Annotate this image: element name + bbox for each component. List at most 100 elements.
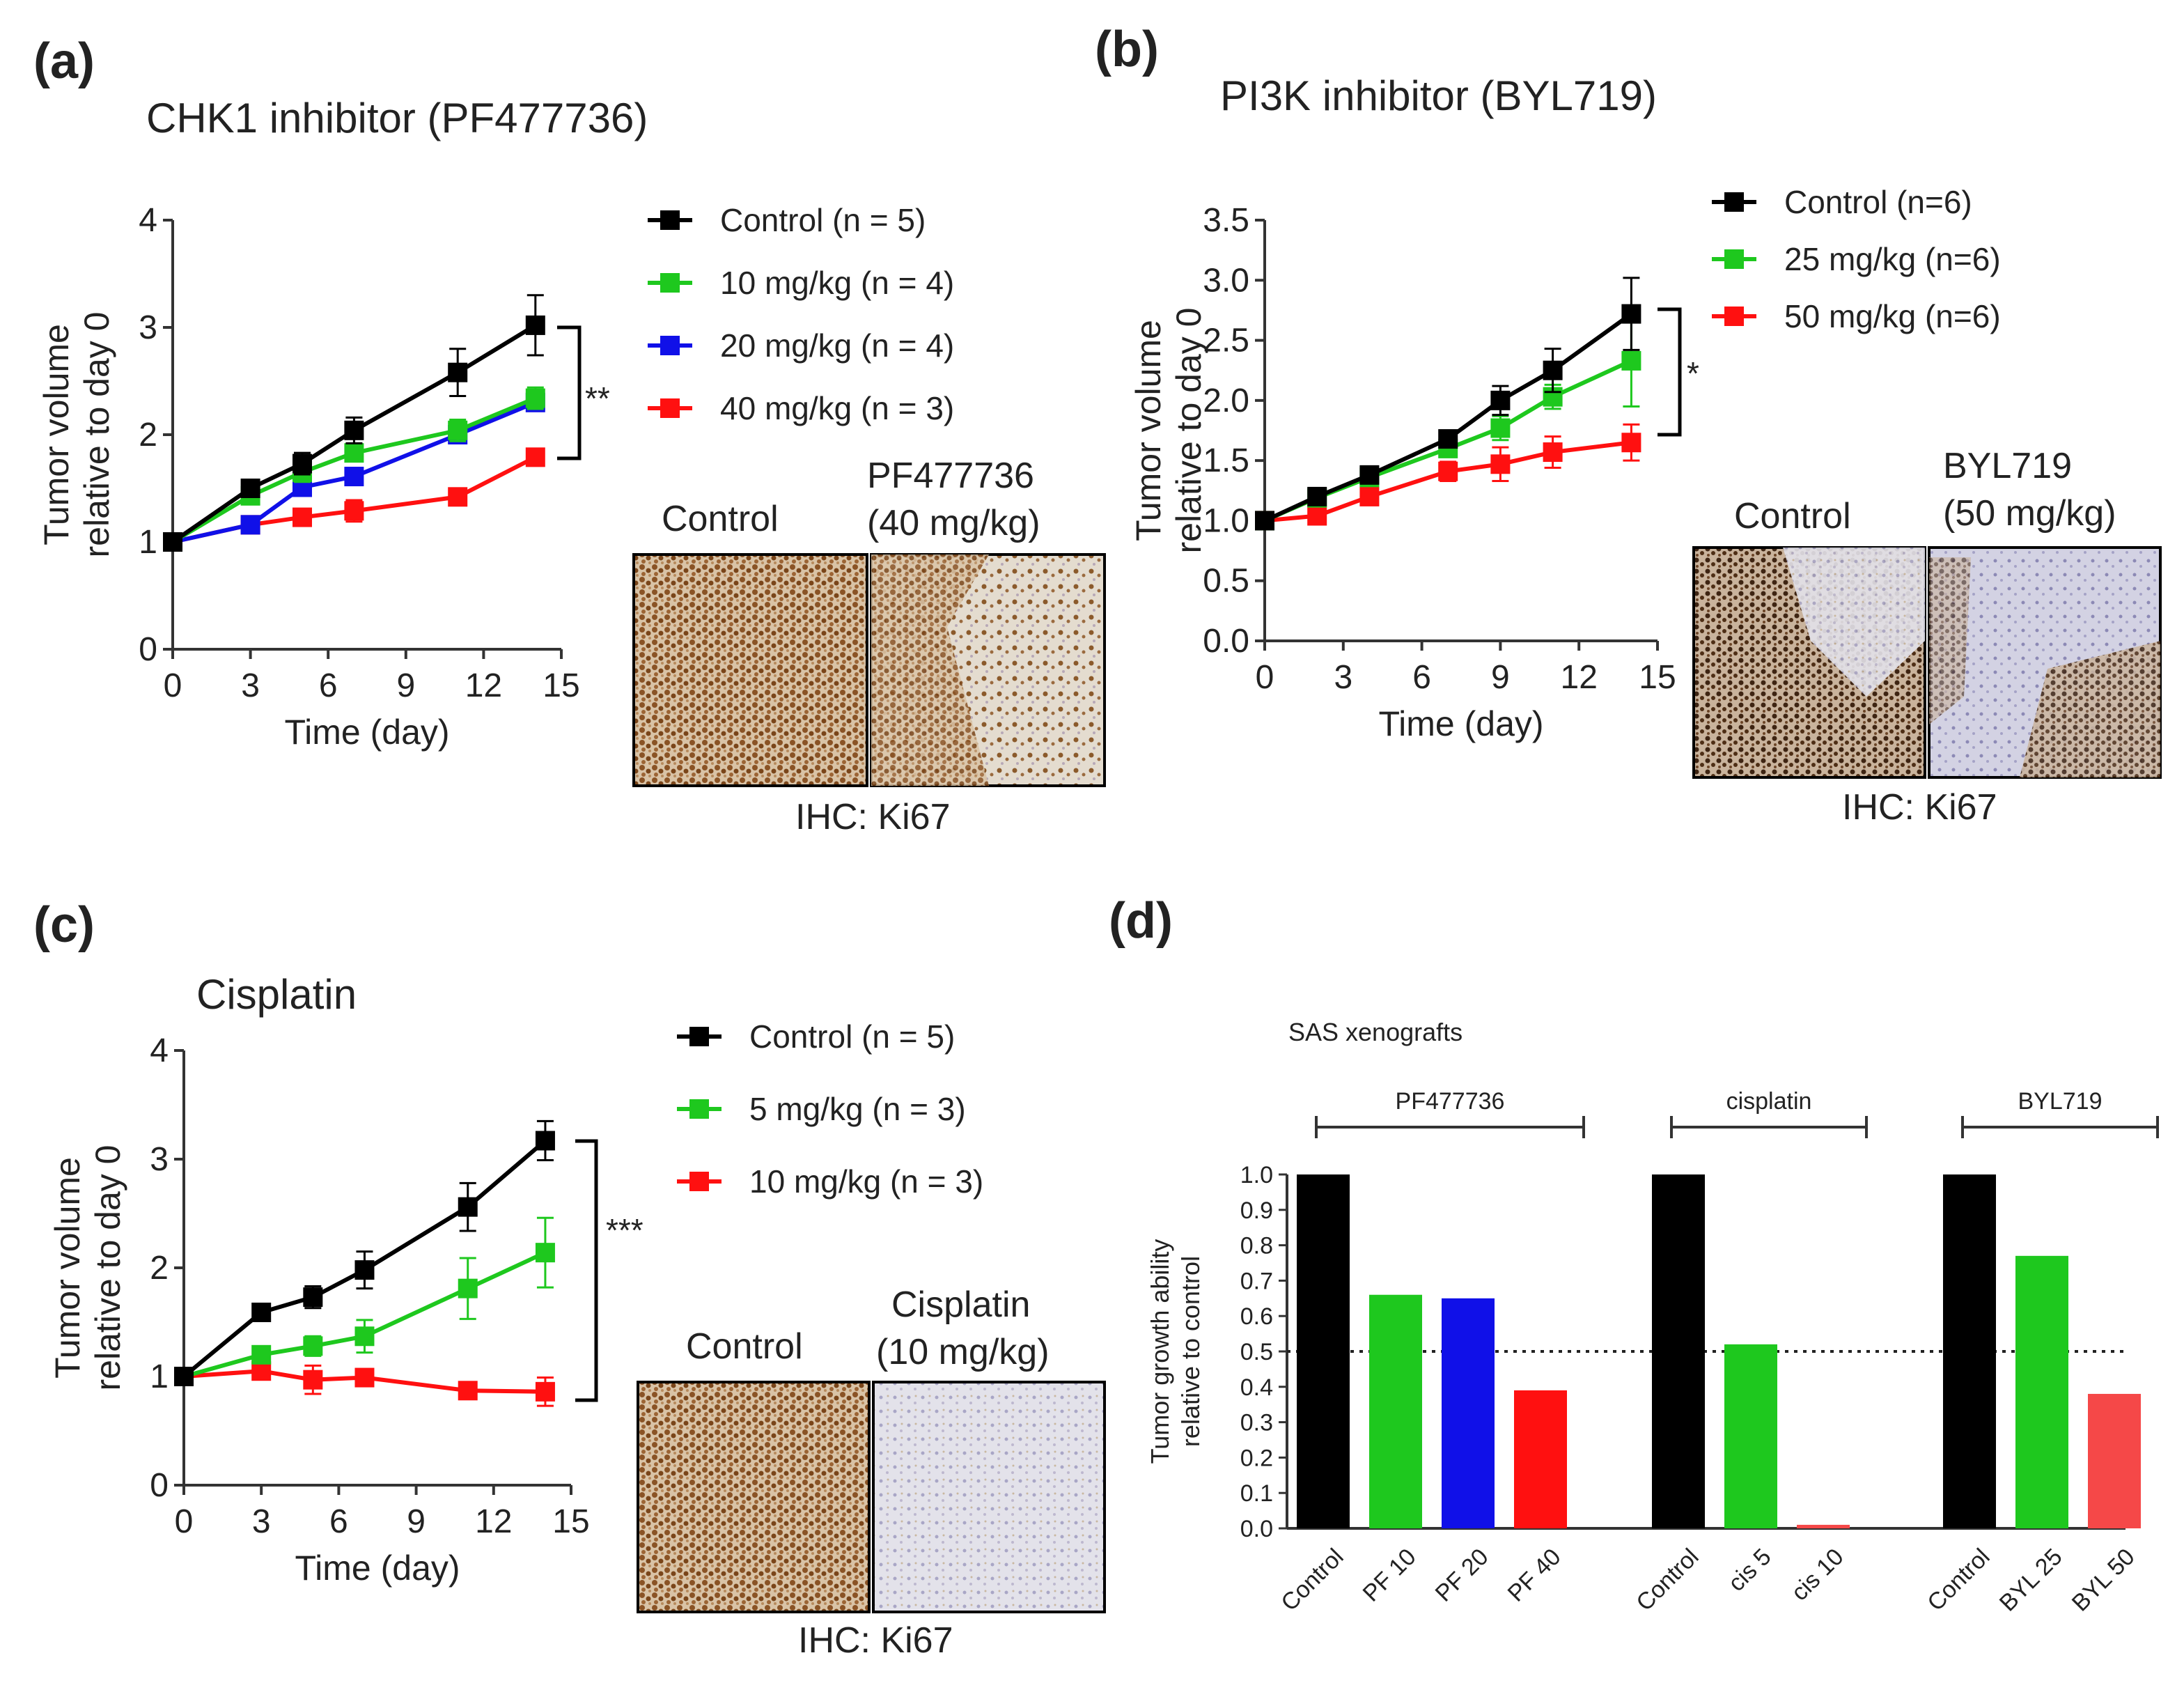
- category-label-d: PF 20: [1430, 1544, 1494, 1607]
- series-line-a-blue: [172, 401, 536, 544]
- legend-label-a: Control (n = 5): [720, 202, 926, 238]
- data-point-a-green: [344, 443, 364, 463]
- ihc-caption-c: IHC: Ki67: [798, 1620, 953, 1661]
- line-chart-b: 0.0 0.5 1.0 1.5 2.0 2.5 3.0 3.5 0 3 6 9 12 15 Time (da…: [1129, 202, 1676, 743]
- legend-marker-a: [660, 398, 680, 418]
- panel-label-a: (a): [33, 33, 95, 89]
- legend-marker-c: [689, 1172, 709, 1191]
- y-tick-label-d: 0.9: [1240, 1197, 1273, 1224]
- data-point-c-red: [251, 1361, 272, 1381]
- y-tick-label-d: 0.7: [1240, 1268, 1273, 1294]
- data-point-c-red: [303, 1370, 323, 1390]
- legend-a: Control (n = 5) 10 mg/kg (n = 4) 20 mg/kg …: [648, 202, 954, 426]
- data-point-b-red: [1359, 486, 1380, 506]
- legend-b: Control (n=6) 25 mg/kg (n=6) 50 mg/kg (n=6…: [1712, 184, 2001, 334]
- y-axis-label-c: Tumor volumerelative to day 0: [48, 1145, 127, 1391]
- ihc-label-treated-c: Cisplatin: [891, 1285, 1030, 1325]
- ihc-images-a: Control PF477736 (40 mg/kg) IHC: Ki67: [632, 456, 1106, 837]
- x-tick-label-b: 0: [1256, 659, 1274, 696]
- data-point-a-blue: [344, 467, 364, 487]
- ihc-images-b: Control BYL719 (50 mg/kg) IHC: Ki67: [1692, 446, 2162, 828]
- group-label-d: PF477736: [1396, 1088, 1505, 1115]
- bar-d-control: [1297, 1174, 1350, 1528]
- x-tick-label-a: 0: [164, 667, 182, 704]
- data-point-b-black: [1307, 486, 1327, 506]
- bar-chart-d: 0.0 0.1 0.2 0.3 0.4 0.5 0.6 0.7 0.8 0.9 1.0 Tumor g…: [1146, 1088, 2159, 1617]
- y-axis-label-b: Tumor volumerelative to day 0: [1129, 308, 1208, 554]
- data-point-a-black: [344, 420, 364, 440]
- ihc-caption-a: IHC: Ki67: [795, 797, 951, 837]
- x-tick-label-b: 9: [1491, 659, 1510, 696]
- legend-c: Control (n = 5) 5 mg/kg (n = 3) 10 mg/kg (…: [677, 1018, 983, 1200]
- x-tick-label-a: 15: [543, 667, 579, 704]
- bar-d-cis-5: [1724, 1344, 1777, 1528]
- panel-title-a: CHK1 inhibitor (PF477736): [146, 95, 648, 141]
- data-point-c-black: [354, 1260, 375, 1280]
- data-point-b-red: [1307, 506, 1327, 526]
- ihc-caption-b: IHC: Ki67: [1842, 787, 1997, 828]
- series-line-c-black: [182, 1139, 547, 1379]
- y-tick-label-b: 3.0: [1203, 262, 1249, 299]
- data-point-a-red: [525, 447, 545, 467]
- category-label-d: cis 5: [1723, 1544, 1776, 1597]
- data-point-a-black: [163, 532, 182, 552]
- x-tick-label-c: 0: [175, 1503, 194, 1540]
- ihc-image-control-c: [637, 1381, 871, 1613]
- data-point-a-red: [292, 507, 312, 527]
- bar-d-pf-20: [1442, 1298, 1495, 1528]
- legend-label-c: 10 mg/kg (n = 3): [749, 1163, 983, 1200]
- ihc-stroma-region-b: [1783, 548, 1925, 697]
- x-tick-label-c: 15: [552, 1503, 589, 1540]
- data-point-a-red: [344, 501, 364, 521]
- y-axis-label-line: Tumor volume: [1129, 320, 1168, 541]
- bar-d-cis-10: [1797, 1524, 1850, 1528]
- y-tick-label-c: 2: [150, 1250, 169, 1287]
- y-axis-label-line: relative to day 0: [77, 312, 116, 558]
- x-tick-label-c: 3: [252, 1503, 271, 1540]
- x-axis-label-b: Time (day): [1378, 704, 1543, 743]
- data-point-a-green: [448, 420, 468, 440]
- y-axis-label-line: relative to day 0: [1169, 308, 1208, 554]
- series-line-a-black: [171, 323, 537, 544]
- category-label-d: Control: [1276, 1544, 1348, 1616]
- y-axis-label-line: Tumor volume: [48, 1157, 87, 1379]
- bar-chart-title-d: SAS xenografts: [1288, 1018, 1462, 1046]
- significance-bracket-b: *: [1658, 307, 1699, 437]
- data-point-c-black: [535, 1131, 555, 1151]
- bar-d-byl-50: [2088, 1393, 2141, 1528]
- data-point-b-black: [1359, 465, 1380, 485]
- ihc-edge-region-b: [1929, 557, 1971, 724]
- legend-label-b: 50 mg/kg (n=6): [1784, 298, 2001, 334]
- y-tick-label-c: 4: [150, 1032, 169, 1069]
- data-point-b-red: [1543, 442, 1563, 463]
- data-point-b-black: [1438, 429, 1458, 449]
- y-tick-label-d: 1.0: [1240, 1162, 1273, 1188]
- ihc-image-control-a: [632, 553, 868, 787]
- ihc-images-c: Control Cisplatin (10 mg/kg) IHC: Ki67: [637, 1285, 1106, 1661]
- bar-d-pf-40: [1514, 1390, 1567, 1528]
- data-point-c-black: [303, 1287, 323, 1308]
- ihc-label-treated-a: PF477736: [867, 456, 1034, 496]
- panel-label-d: (d): [1109, 893, 1173, 949]
- significance-bracket-c: ***: [575, 1139, 644, 1402]
- ihc-label-treated-b: BYL719: [1943, 446, 2072, 486]
- ihc-label-control-c: Control: [686, 1326, 803, 1367]
- y-tick-label-a: 0: [139, 631, 157, 668]
- ihc-label-control-a: Control: [662, 499, 779, 539]
- group-label-d: BYL719: [2018, 1088, 2103, 1115]
- category-label-d: PF 10: [1358, 1544, 1421, 1607]
- y-tick-label-b: 1.5: [1203, 442, 1249, 479]
- significance-mark-c: ***: [606, 1212, 644, 1248]
- data-point-c-green: [458, 1278, 478, 1298]
- bar-d-pf-10: [1369, 1294, 1422, 1528]
- bar-d-control: [1943, 1174, 1996, 1528]
- legend-label-a: 20 mg/kg (n = 4): [720, 327, 954, 364]
- legend-marker-b: [1724, 249, 1744, 269]
- y-tick-label-a: 3: [139, 309, 157, 346]
- category-label-d: Control: [1631, 1544, 1703, 1616]
- data-point-b-red: [1621, 433, 1641, 453]
- data-point-b-black: [1621, 304, 1641, 324]
- ihc-image-treated-c: [872, 1381, 1106, 1613]
- y-tick-label-c: 3: [150, 1141, 169, 1178]
- y-tick-label-d: 0.0: [1240, 1516, 1273, 1542]
